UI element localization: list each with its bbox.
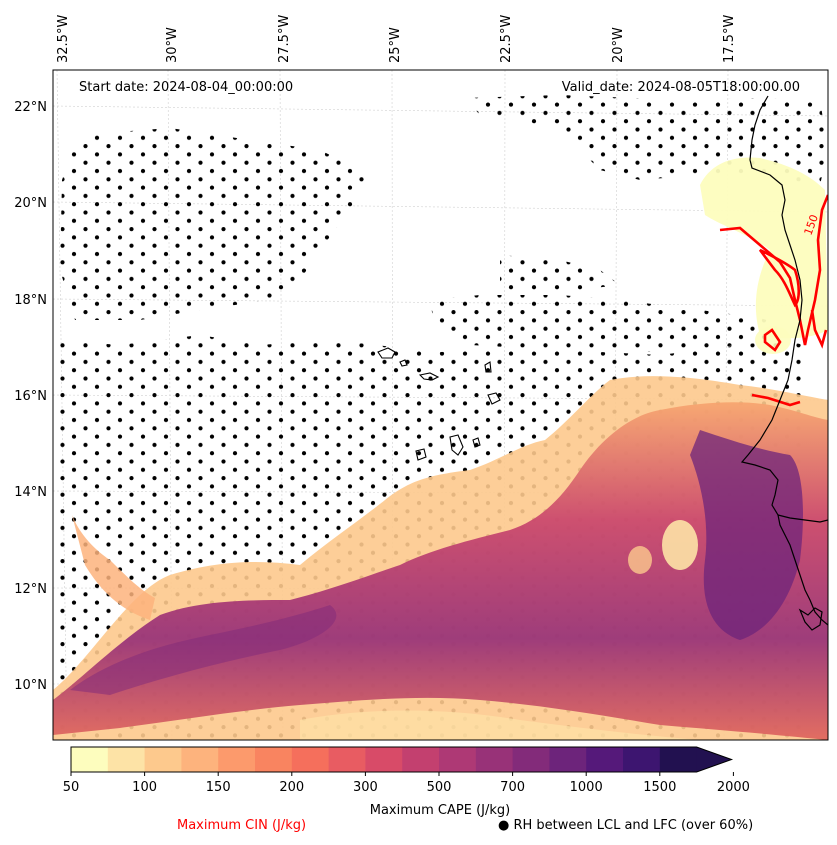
- colorbar-segment: [586, 747, 624, 772]
- island-fogo: [415, 448, 427, 461]
- island-boa-vista: [487, 392, 501, 405]
- colorbar-segment: [512, 747, 550, 772]
- cin-contour-east: [810, 309, 828, 349]
- colorbar-segment: [659, 747, 698, 772]
- lat-label: 20°N: [14, 196, 47, 211]
- coastline-africa: [740, 95, 828, 626]
- island-sao-nicolau: [418, 372, 440, 381]
- colorbar-segment: [439, 747, 477, 772]
- island-sao-vicente: [399, 359, 408, 367]
- colorbar-tick-label: 700: [500, 780, 525, 795]
- colorbar-tick-label: 50: [63, 780, 80, 795]
- cape-verde-islands: [377, 347, 501, 461]
- lon-label: 22.5°W: [499, 15, 514, 63]
- lat-labels: 22°N 20°N 18°N 16°N 14°N 12°N 10°N: [14, 100, 47, 693]
- colorbar-segment: [328, 747, 366, 772]
- cape-northeast-patch: [700, 157, 828, 339]
- lat-label: 14°N: [14, 485, 47, 500]
- cin-contours: [719, 194, 828, 407]
- rh-region-mid: [500, 255, 620, 292]
- start-date-label: Start date: 2024-08-04_00:00:00: [79, 80, 293, 95]
- colorbar-segment: [218, 747, 256, 772]
- colorbar-segment: [255, 747, 293, 772]
- cape-field: [53, 157, 828, 740]
- colorbar-tick-label: 150: [206, 780, 231, 795]
- island-santo-antao: [377, 347, 396, 359]
- island-sal: [484, 361, 492, 373]
- rh-legend-label: ● RH between LCL and LFC (over 60%): [498, 818, 754, 833]
- cape-hole-2: [628, 546, 652, 574]
- colorbar-segment: [623, 747, 661, 772]
- colorbar-segment: [402, 747, 440, 772]
- colorbar-segment: [549, 747, 587, 772]
- lon-label: 20°W: [611, 27, 626, 63]
- island-maio: [472, 437, 481, 448]
- colorbar-tick-label: 2000: [717, 780, 750, 795]
- colorbar-tick-label: 200: [279, 780, 304, 795]
- colorbar-ticks: 50 100 150 200 300 500 700 1000 1500 2000: [63, 772, 750, 795]
- rh-region-north-tongue: [60, 128, 370, 320]
- coastline-bissagos: [798, 607, 823, 631]
- colorbar-tick-label: 1000: [570, 780, 603, 795]
- lon-labels: 32.5°W 30°W 27.5°W 25°W 22.5°W 20°W 17.5…: [56, 15, 737, 63]
- colorbar-segment: [365, 747, 403, 772]
- island-santiago: [449, 434, 464, 456]
- colorbar-tick-label: 500: [427, 780, 452, 795]
- colorbar-segment: [475, 747, 514, 772]
- lon-label: 32.5°W: [56, 15, 71, 63]
- colorbar-segment: [144, 747, 182, 772]
- colorbar-extend-arrow: [696, 747, 732, 772]
- cape-band-west: [72, 515, 155, 620]
- cape-band-south-light: [300, 710, 700, 740]
- coastline: [740, 95, 828, 631]
- colorbar-tick-label: 300: [353, 780, 378, 795]
- lon-label: 27.5°W: [277, 15, 292, 63]
- colorbar-tick-label: 100: [132, 780, 157, 795]
- cape-core-purple: [690, 430, 803, 640]
- colorbar-segment: [291, 747, 330, 772]
- coastline-river-gambia: [777, 514, 828, 523]
- rh-region-center: [430, 295, 800, 352]
- cape-spot: [755, 326, 791, 354]
- lon-label: 17.5°W: [722, 15, 737, 63]
- colorbar-segment: [107, 747, 146, 772]
- map-frame: [52, 69, 829, 741]
- lon-label: 30°W: [165, 27, 180, 63]
- cape-core-west: [70, 605, 337, 695]
- cin-contour-ring-inner: [758, 248, 801, 308]
- lon-label: 25°W: [388, 27, 403, 63]
- lat-label: 10°N: [14, 678, 47, 693]
- colorbar-outline: [70, 746, 734, 773]
- colorbar-segment: [71, 747, 109, 772]
- valid-date-label: Valid_date: 2024-08-05T18:00:00.00: [562, 80, 800, 95]
- lat-label: 12°N: [14, 582, 47, 597]
- colorbar-segment: [181, 747, 219, 772]
- lat-label: 16°N: [14, 389, 47, 404]
- colorbar-title: Maximum CAPE (J/kg): [370, 803, 510, 818]
- lat-label: 18°N: [14, 293, 47, 308]
- lat-label: 22°N: [14, 100, 47, 115]
- cin-contour-small: [763, 328, 782, 352]
- cin-legend-label: Maximum CIN (J/kg): [177, 818, 307, 833]
- cin-contour-ring-main: [719, 194, 828, 346]
- colorbar-tick-label: 1500: [643, 780, 676, 795]
- colorbar: [70, 746, 734, 773]
- cape-hole: [662, 520, 698, 570]
